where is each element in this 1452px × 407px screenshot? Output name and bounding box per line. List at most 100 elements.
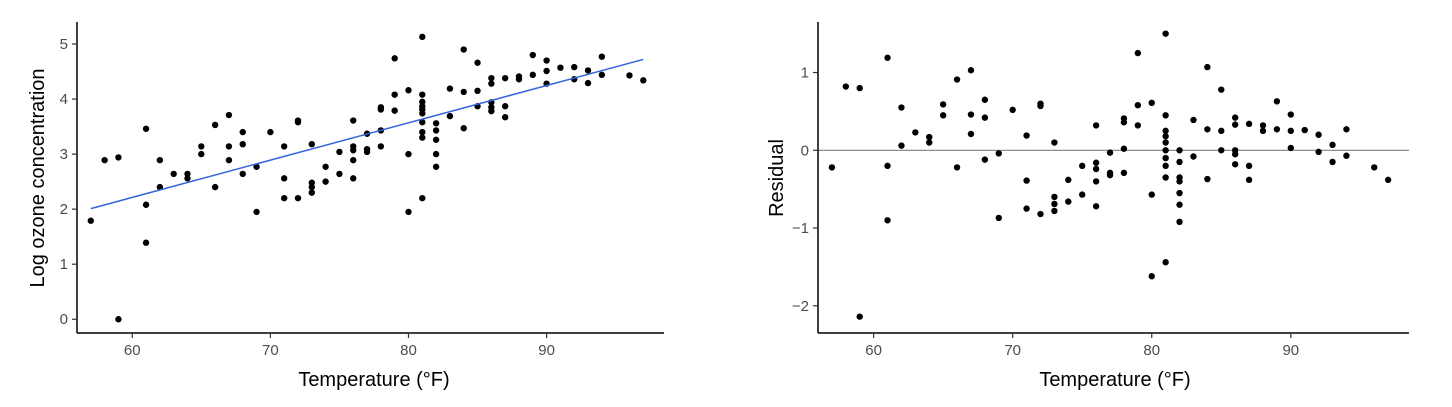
data-point (501, 74, 509, 82)
data-point (1051, 193, 1058, 201)
data-point (926, 133, 933, 141)
data-point (501, 114, 509, 121)
data-point (1190, 153, 1197, 160)
data-point (598, 53, 606, 60)
data-point (981, 96, 989, 103)
data-point (1092, 203, 1100, 210)
data-point (474, 87, 481, 95)
data-point (1120, 169, 1128, 177)
y-tick-label: 1 (801, 65, 809, 82)
data-point (1079, 162, 1086, 170)
data-point (953, 164, 961, 171)
data-point (1231, 121, 1239, 128)
data-point (419, 134, 426, 141)
ozone-vs-temperature-scatter: 60 70 80 90 0 1 2 3 4 5 Temperature (°F) Log ozon… (27, 22, 664, 391)
data-point (419, 98, 426, 106)
data-point (598, 71, 606, 79)
data-point (377, 104, 385, 111)
y-tick-label: 0 (801, 142, 809, 159)
data-point (432, 163, 440, 170)
data-point (460, 125, 467, 132)
data-point (640, 77, 647, 84)
data-point (529, 71, 536, 79)
regression-line (90, 58, 644, 210)
data-point (515, 76, 523, 83)
data-point (239, 140, 246, 148)
data-point (391, 55, 398, 62)
data-point (225, 156, 233, 164)
data-point (350, 175, 357, 182)
data-points (87, 33, 647, 323)
data-point (1106, 149, 1114, 156)
data-point (1079, 191, 1086, 198)
data-point (1287, 127, 1295, 135)
data-point (557, 64, 564, 71)
data-point (377, 143, 385, 150)
data-point (280, 194, 288, 202)
data-point (1231, 114, 1239, 121)
x-tick-label: 70 (1004, 342, 1021, 359)
y-tick-label: 5 (60, 36, 68, 53)
data-point (1023, 132, 1030, 139)
data-point (1120, 145, 1128, 152)
data-point (1134, 122, 1142, 129)
data-point (884, 54, 891, 61)
tick-labels: 60 70 80 90 0 1 2 3 4 5 (60, 36, 555, 359)
data-point (488, 107, 495, 115)
data-point (156, 183, 164, 191)
tick-labels: 60 70 80 90 −2 −1 0 1 (792, 65, 1299, 359)
data-point (432, 120, 440, 127)
data-point (308, 179, 315, 186)
data-point (446, 85, 454, 92)
data-point (1162, 154, 1169, 162)
data-point (115, 154, 122, 161)
data-point (1273, 98, 1281, 105)
data-point (198, 150, 205, 158)
data-point (995, 150, 1002, 157)
data-point (1162, 174, 1169, 181)
data-point (884, 162, 891, 170)
data-point (322, 178, 329, 185)
data-point (432, 136, 440, 143)
data-point (1051, 207, 1058, 215)
y-tick-label: 3 (60, 146, 68, 163)
data-point (405, 150, 412, 158)
data-point (1148, 99, 1155, 107)
data-point (350, 156, 357, 164)
data-point (842, 83, 850, 90)
data-point (1176, 189, 1183, 197)
data-point (828, 164, 836, 171)
data-point (391, 107, 398, 114)
data-point (391, 91, 398, 98)
data-point (419, 33, 426, 41)
data-point (488, 80, 495, 87)
data-point (432, 150, 440, 158)
data-point (1287, 111, 1295, 118)
data-point (1023, 177, 1030, 184)
data-point (1092, 159, 1100, 166)
data-point (1162, 259, 1169, 266)
data-point (419, 110, 426, 117)
data-point (981, 156, 989, 163)
data-point (967, 111, 975, 118)
data-point (1273, 126, 1281, 133)
data-point (294, 118, 302, 126)
data-point (322, 163, 329, 170)
data-point (446, 112, 454, 120)
data-point (584, 67, 592, 74)
data-point (101, 156, 108, 164)
data-point (1065, 198, 1072, 205)
data-point (184, 175, 191, 182)
data-point (1190, 116, 1197, 124)
fit-line (90, 58, 644, 210)
data-point (1329, 141, 1336, 149)
data-point (156, 156, 164, 164)
data-point (926, 139, 933, 146)
y-axis-title: Log ozone concentration (27, 68, 49, 287)
data-point (1051, 200, 1058, 208)
data-point (967, 67, 975, 74)
data-point (1162, 30, 1169, 37)
data-point (142, 201, 150, 208)
y-tick-label: 4 (60, 91, 68, 108)
x-tick-label: 70 (262, 342, 279, 359)
